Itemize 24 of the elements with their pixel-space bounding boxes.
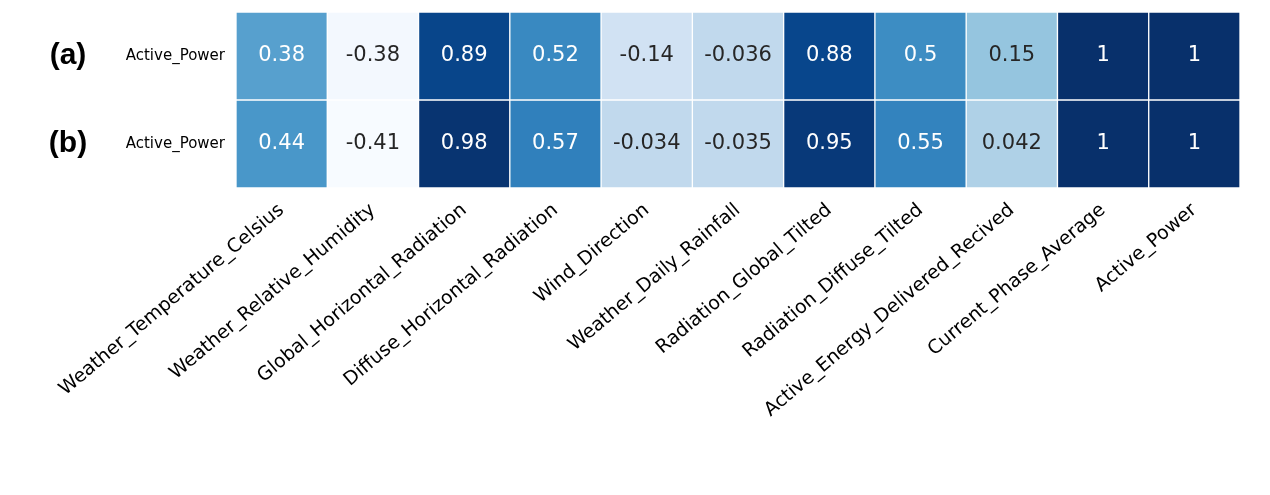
- data-label: 1: [1187, 42, 1202, 67]
- data-label: 0.042: [981, 130, 1042, 155]
- data-label: 0.95: [805, 130, 853, 155]
- data-label: -0.035: [704, 130, 772, 155]
- data-label: 0.44: [258, 130, 306, 155]
- data-label: -0.036: [704, 42, 772, 67]
- data-label: -0.38: [345, 42, 401, 67]
- data-label: 0.38: [258, 42, 306, 67]
- data-label: 0.57: [532, 130, 579, 155]
- data-label: 0.15: [988, 42, 1036, 67]
- data-label: 0.88: [805, 42, 853, 67]
- data-label: 1: [1096, 130, 1110, 155]
- data-label: 0.98: [440, 130, 488, 155]
- text: (a): [49, 37, 87, 71]
- data-label: 0.89: [440, 42, 488, 67]
- data-label: -0.14: [619, 42, 674, 67]
- text: (b): [48, 125, 88, 159]
- data-label: -0.034: [612, 130, 681, 155]
- data-label: 0.52: [532, 42, 579, 67]
- data-label: 0.5: [903, 42, 938, 67]
- data-label: 1: [1096, 42, 1110, 67]
- data-label: -0.41: [345, 130, 401, 155]
- data-label: 0.55: [897, 130, 944, 155]
- data-label: 1: [1187, 130, 1202, 155]
